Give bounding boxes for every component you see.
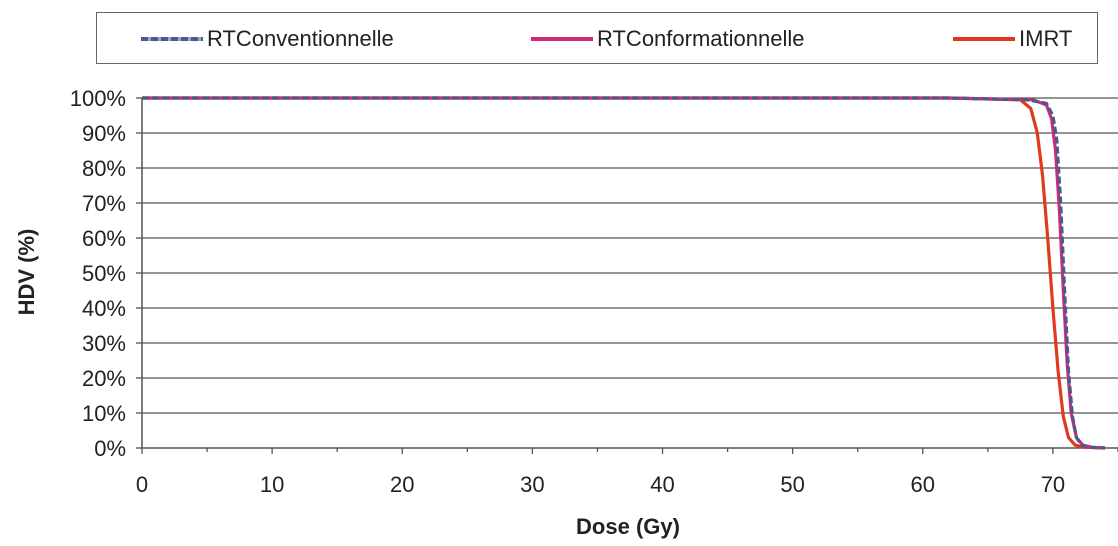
legend-label-imrt: IMRT <box>1019 26 1073 51</box>
x-tick-label: 40 <box>650 472 674 497</box>
series-lines <box>142 96 1106 450</box>
legend-swatch-rtconventionnelle <box>141 37 203 41</box>
y-tick-label: 20% <box>82 366 126 391</box>
y-tick-label: 80% <box>82 156 126 181</box>
x-tick-label: 30 <box>520 472 544 497</box>
y-tick-label: 0% <box>94 436 126 461</box>
x-tick-label: 70 <box>1041 472 1065 497</box>
y-tick-label: 30% <box>82 331 126 356</box>
x-tick-label: 0 <box>136 472 148 497</box>
legend-swatch-imrt <box>953 37 1015 41</box>
y-tick-label: 40% <box>82 296 126 321</box>
legend-item-imrt: IMRT <box>953 13 1072 65</box>
gridlines <box>142 97 1118 414</box>
legend-swatch-rtconformationnelle <box>531 37 593 41</box>
legend-label-rtconformationnelle: RTConformationnelle <box>597 26 805 51</box>
legend-item-rtconformationnelle: RTConformationnelle <box>531 13 804 65</box>
y-tick-label: 10% <box>82 401 126 426</box>
series-line-rtconventionnelle <box>142 96 1106 450</box>
x-tick-label: 50 <box>780 472 804 497</box>
tick-labels: 0% 10% 20% 30% 40% 50% 60% 70% 80% 90% 100% 0 10 20 30… <box>70 86 1065 497</box>
y-tick-label: 50% <box>82 261 126 286</box>
y-tick-label: 100% <box>70 86 126 111</box>
x-tick-label: 20 <box>390 472 414 497</box>
legend-item-rtconventionnelle: RTConventionnelle <box>141 13 394 65</box>
y-axis-title: HDV (%) <box>14 229 39 316</box>
y-tick-label: 60% <box>82 226 126 251</box>
x-axis-title: Dose (Gy) <box>576 514 680 539</box>
chart-legend: RTConventionnelle RTConformationnelle IM… <box>96 12 1098 64</box>
y-tick-label: 70% <box>82 191 126 216</box>
y-tick-label: 90% <box>82 121 126 146</box>
axes <box>136 97 1118 454</box>
legend-label-rtconventionnelle: RTConventionnelle <box>207 26 394 51</box>
x-tick-label: 60 <box>911 472 935 497</box>
x-tick-label: 10 <box>260 472 284 497</box>
